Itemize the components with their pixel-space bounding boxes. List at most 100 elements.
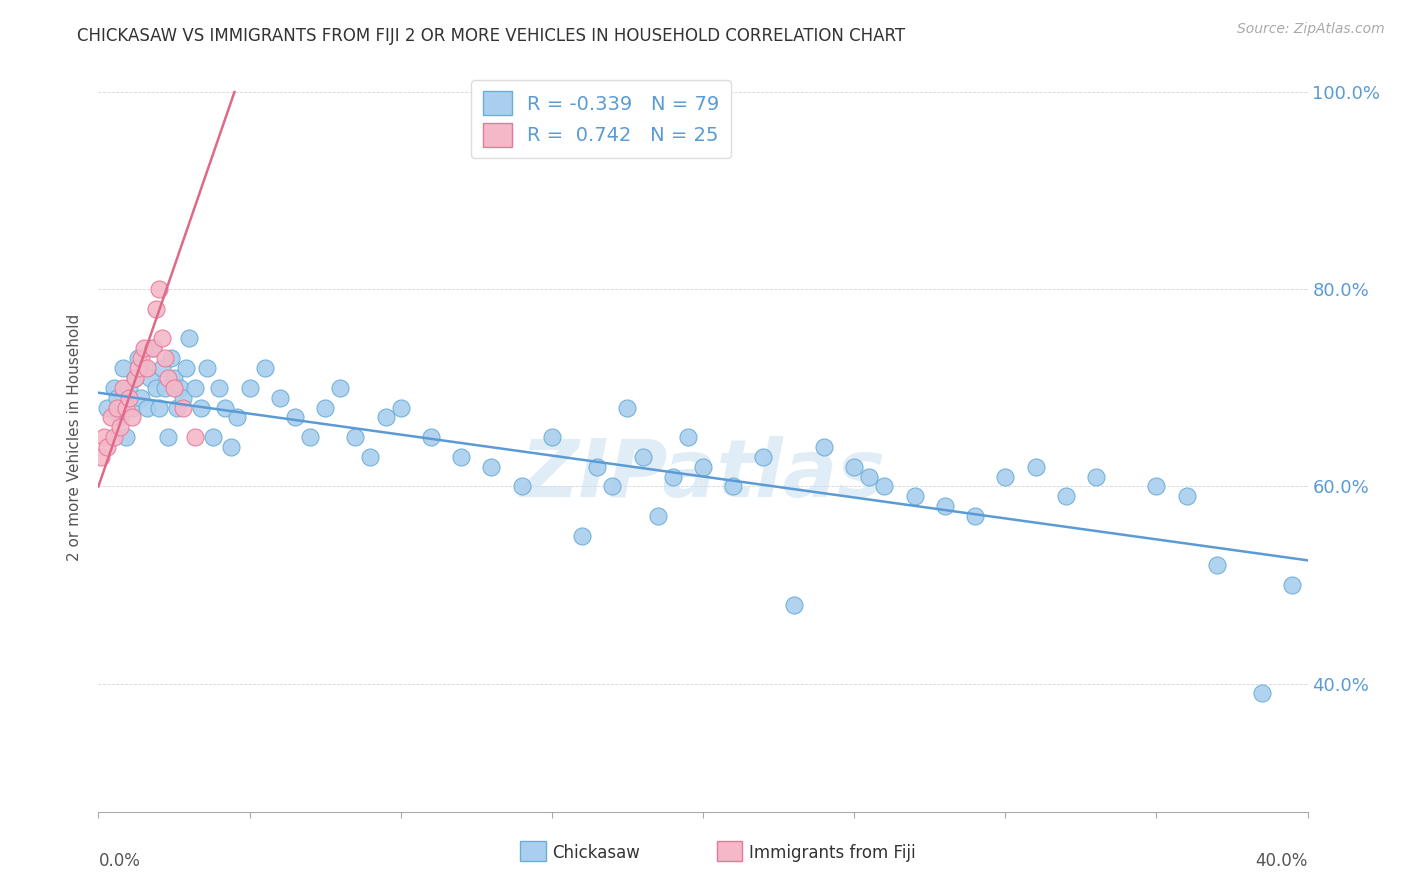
Point: [202, 430, 225, 444]
Point: [111, 361, 134, 376]
Point: [172, 401, 194, 415]
Text: Source: ZipAtlas.com: Source: ZipAtlas.com: [1237, 22, 1385, 37]
Point: [783, 598, 806, 612]
Y-axis label: 2 or more Vehicles in Household: 2 or more Vehicles in Household: [67, 313, 83, 561]
Point: [121, 410, 143, 425]
Point: [1054, 489, 1077, 503]
Point: [179, 331, 201, 345]
Point: [153, 351, 176, 366]
Point: [93, 430, 115, 444]
Point: [676, 430, 699, 444]
Point: [602, 479, 624, 493]
Point: [118, 381, 141, 395]
Point: [1085, 469, 1108, 483]
Point: [156, 430, 179, 444]
Point: [420, 430, 443, 444]
Point: [114, 430, 136, 444]
Point: [540, 430, 562, 444]
Point: [284, 410, 307, 425]
Point: [169, 381, 191, 395]
Point: [142, 342, 165, 356]
Point: [269, 391, 291, 405]
Point: [226, 410, 249, 425]
Text: CHICKASAW VS IMMIGRANTS FROM FIJI 2 OR MORE VEHICLES IN HOUSEHOLD CORRELATION CH: CHICKASAW VS IMMIGRANTS FROM FIJI 2 OR M…: [77, 27, 905, 45]
Point: [145, 301, 167, 316]
Point: [103, 430, 125, 444]
Point: [135, 401, 157, 415]
Point: [510, 479, 533, 493]
Point: [150, 331, 173, 345]
Point: [586, 459, 609, 474]
Point: [96, 401, 118, 415]
Point: [150, 361, 173, 376]
Point: [965, 508, 987, 523]
Point: [221, 440, 243, 454]
Point: [661, 469, 683, 483]
Point: [124, 371, 146, 385]
Point: [450, 450, 472, 464]
Point: [239, 381, 262, 395]
Point: [723, 479, 745, 493]
Point: [103, 381, 125, 395]
Point: [184, 381, 207, 395]
Point: [752, 450, 775, 464]
Point: [148, 282, 170, 296]
Point: [389, 401, 412, 415]
Point: [904, 489, 927, 503]
Text: 40.0%: 40.0%: [1256, 852, 1308, 870]
Point: [121, 401, 143, 415]
Point: [132, 361, 155, 376]
Point: [127, 361, 149, 376]
Point: [184, 430, 207, 444]
Point: [1251, 686, 1274, 700]
Point: [163, 381, 186, 395]
Point: [100, 410, 122, 425]
Point: [124, 371, 146, 385]
Text: Immigrants from Fiji: Immigrants from Fiji: [749, 844, 917, 862]
Point: [127, 351, 149, 366]
Point: [163, 371, 186, 385]
Point: [692, 459, 714, 474]
Point: [105, 391, 128, 405]
Point: [132, 342, 155, 356]
Point: [616, 401, 638, 415]
Point: [114, 401, 136, 415]
Point: [172, 391, 194, 405]
Text: ZIPatlas: ZIPatlas: [520, 435, 886, 514]
Point: [111, 381, 134, 395]
Point: [129, 391, 152, 405]
Point: [139, 371, 162, 385]
Point: [813, 440, 835, 454]
Point: [118, 391, 141, 405]
Point: [873, 479, 896, 493]
Point: [481, 459, 503, 474]
Point: [571, 529, 593, 543]
Point: [1144, 479, 1167, 493]
Point: [96, 440, 118, 454]
Point: [631, 450, 654, 464]
Point: [153, 381, 176, 395]
Point: [190, 401, 212, 415]
Point: [142, 342, 165, 356]
Point: [148, 401, 170, 415]
Point: [647, 508, 669, 523]
Point: [135, 361, 157, 376]
Point: [195, 361, 218, 376]
Text: Chickasaw: Chickasaw: [553, 844, 641, 862]
Point: [160, 351, 183, 366]
Point: [253, 361, 276, 376]
Point: [105, 401, 128, 415]
Point: [108, 420, 131, 434]
Point: [329, 381, 352, 395]
Point: [360, 450, 382, 464]
Text: 0.0%: 0.0%: [98, 852, 141, 870]
Point: [344, 430, 367, 444]
Point: [166, 401, 188, 415]
Point: [1024, 459, 1046, 474]
Point: [1175, 489, 1198, 503]
Legend: R = -0.339   N = 79, R =  0.742   N = 25: R = -0.339 N = 79, R = 0.742 N = 25: [471, 79, 731, 158]
Point: [1206, 558, 1229, 573]
Point: [299, 430, 322, 444]
Point: [145, 381, 167, 395]
Point: [374, 410, 396, 425]
